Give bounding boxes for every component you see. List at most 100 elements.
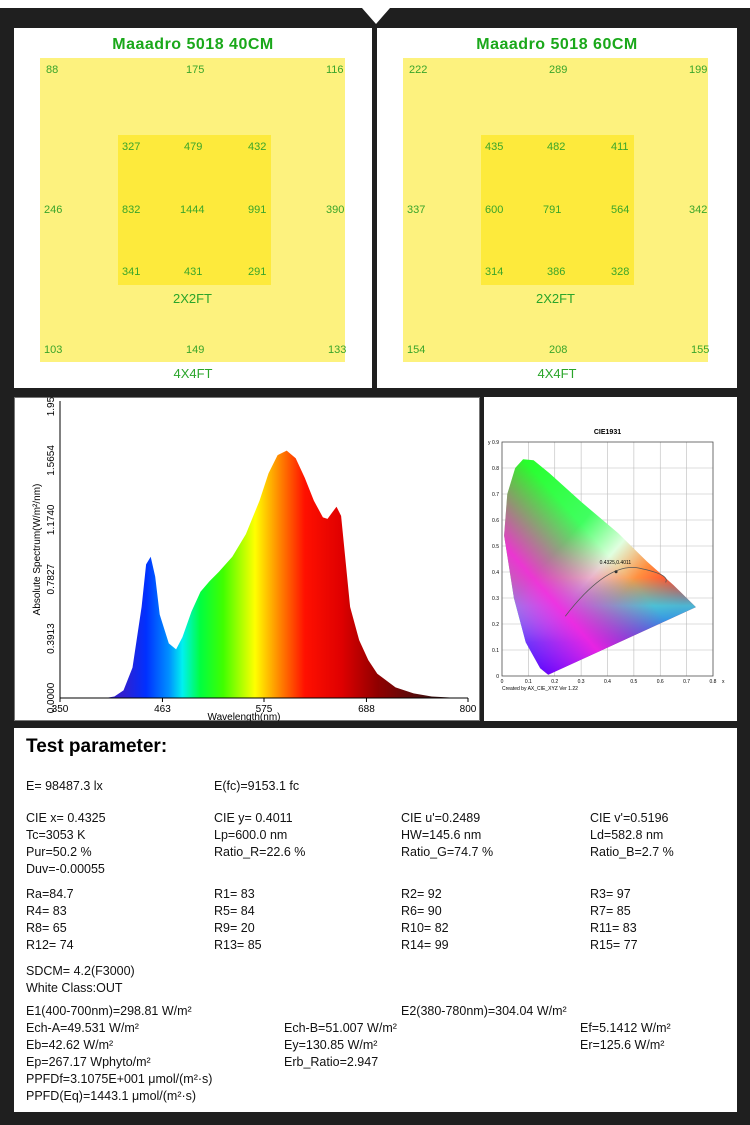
- parameter-value: R11= 83: [590, 921, 637, 935]
- parameter-value: E(fc)=9153.1 fc: [214, 779, 300, 793]
- parameter-value: R8= 65: [26, 921, 67, 935]
- x-tick-label: 463: [154, 704, 171, 715]
- parameter-value: Pur=50.2 %: [26, 845, 92, 859]
- plot-frame: [501, 441, 714, 677]
- outer-4x4-area: 327 479 432 832 1444 991 341 431 291 88 175 116 246 3…: [40, 58, 346, 362]
- x-tick-label: 800: [460, 704, 477, 715]
- cie-title: CIE1931: [594, 429, 621, 436]
- ppfd-value: 208: [549, 344, 568, 356]
- area-label-4x4ft: 4X4FT: [173, 366, 213, 381]
- ppfd-value: 791: [543, 204, 562, 216]
- parameter-value: White Class:OUT: [26, 981, 123, 995]
- section-heading: Test parameter:: [26, 736, 168, 757]
- inner-2x2-area: 435 482 411 600 791 564 314 386 328: [481, 135, 634, 285]
- energy-value: PPFD(Eq)=1443.1 μmol/(m²·s): [26, 1089, 197, 1103]
- area-label-2x2ft: 2X2FT: [535, 291, 575, 306]
- ppfd-value: 289: [549, 64, 568, 76]
- spectrum-panel: 350 463 575 688 800 0.0000 0.3913 0.7827 1.1740 1…: [14, 385, 480, 723]
- y-tick-label: 0.9: [492, 440, 499, 446]
- energy-value: Ep=267.17 Wphyto/m²: [26, 1055, 151, 1069]
- x-tick-label: 0.8: [710, 679, 717, 685]
- point-label: 0.4325,0.4011: [600, 560, 632, 566]
- y-tick-label: 0.3: [492, 596, 499, 602]
- energy-value: E2(380-780nm)=304.04 W/m²: [401, 1004, 567, 1018]
- cie1931-chart: CIE1931 0.4325,0.4011 0 0.1 0.2 0.3 0.4 0.5 0.6 0…: [488, 429, 725, 692]
- ppfd-value: 155: [691, 344, 710, 356]
- ppfd-value: 432: [248, 141, 267, 153]
- parameter-value: HW=145.6 nm: [401, 828, 482, 842]
- parameter-value: R3= 97: [590, 887, 631, 901]
- spectral-locus-magenta: [504, 459, 696, 675]
- parameter-value: R1= 83: [214, 887, 255, 901]
- spectrum-chart: 350 463 575 688 800 0.0000 0.3913 0.7827 1.1740 1…: [14, 385, 480, 723]
- energy-value: Erb_Ratio=2.947: [284, 1055, 379, 1069]
- x-tick-label: 688: [358, 704, 375, 715]
- x-tick-label: 0.5: [630, 679, 637, 685]
- parameter-value: E= 98487.3 lx: [26, 779, 103, 793]
- parameter-value: CIE u'=0.2489: [401, 811, 481, 825]
- energy-value: Ech-A=49.531 W/m²: [26, 1021, 139, 1035]
- parameter-value: Tc=3053 K: [26, 828, 86, 842]
- x-axis-label: x: [722, 679, 725, 685]
- y-tick-label: 0.6: [492, 518, 499, 524]
- notch-decoration: [362, 8, 390, 24]
- parameter-value: Ra=84.7: [26, 887, 74, 901]
- energy-value: Ef=5.1412 W/m²: [580, 1021, 671, 1035]
- parameter-value: R15= 77: [590, 938, 638, 952]
- ppfd-value: 149: [186, 344, 205, 356]
- parameter-value: R9= 20: [214, 921, 255, 935]
- ppfd-value: 1444: [180, 204, 205, 216]
- energy-value: Ech-B=51.007 W/m²: [284, 1021, 397, 1035]
- energy-value: Eb=42.62 W/m²: [26, 1038, 114, 1052]
- x-tick-label: 0.6: [657, 679, 664, 685]
- ppfd-value: 341: [122, 266, 141, 278]
- energy-value: Ey=130.85 W/m²: [284, 1038, 378, 1052]
- spectrum-area: [60, 450, 468, 698]
- x-tick-label: 0.1: [525, 679, 532, 685]
- irradiance-map-40cm: Maaadro 5018 40CM 327 479 432 832 1444 991 341 4…: [14, 28, 372, 388]
- ppfd-value: 291: [248, 266, 267, 278]
- y-tick-label: 0.5: [492, 544, 499, 550]
- parameter-value: R12= 74: [26, 938, 74, 952]
- parameter-value: R5= 84: [214, 904, 255, 918]
- ppfd-value: 600: [485, 204, 504, 216]
- map-title: Maaadro 5018 60CM: [476, 36, 638, 53]
- map-title: Maaadro 5018 40CM: [112, 36, 274, 53]
- planckian-locus: [564, 567, 667, 617]
- cie-panel: CIE1931 0.4325,0.4011 0 0.1 0.2 0.3 0.4 0.5 0.6 0…: [484, 397, 737, 721]
- parameter-value: Ld=582.8 nm: [590, 828, 664, 842]
- ppfd-value: 327: [122, 141, 141, 153]
- y-tick-label: 0.8: [492, 466, 499, 472]
- test-parameters-panel: Test parameter: E= 98487.3 lx E(fc)=9153.…: [14, 728, 737, 1112]
- parameter-value: SDCM= 4.2(F3000): [26, 964, 135, 978]
- parameter-value: R14= 99: [401, 938, 449, 952]
- area-label-4x4ft: 4X4FT: [537, 366, 577, 381]
- ppfd-value: 482: [547, 141, 566, 153]
- y-tick-label: 0.1: [492, 648, 499, 654]
- parameter-value: CIE y= 0.4011: [214, 811, 293, 825]
- y-tick-label: 0.3913: [46, 623, 57, 654]
- ppfd-value: 390: [326, 204, 345, 216]
- y-tick-label: 0.0000: [46, 682, 57, 713]
- x-tick-label: 0: [501, 679, 504, 685]
- area-label-2x2ft: 2X2FT: [172, 291, 212, 306]
- x-tick-label: 0.4: [604, 679, 611, 685]
- ppfd-value: 431: [184, 266, 203, 278]
- x-tick-label: 350: [52, 704, 69, 715]
- ppfd-value: 154: [407, 344, 426, 356]
- ppfd-value: 246: [44, 204, 63, 216]
- parameter-value: CIE x= 0.4325: [26, 811, 106, 825]
- ppfd-value: 411: [611, 141, 629, 153]
- y-tick-label: 0.7827: [46, 563, 57, 594]
- parameter-value: Ratio_B=2.7 %: [590, 845, 674, 859]
- y-tick-label: 0: [496, 674, 499, 680]
- y-tick-label: 1.9567: [46, 397, 57, 416]
- ppfd-value: 328: [611, 266, 630, 278]
- ppfd-value: 832: [122, 204, 141, 216]
- y-tick-label: 0.7: [492, 492, 499, 498]
- parameter-value: Ratio_G=74.7 %: [401, 845, 494, 859]
- parameter-value: R10= 82: [401, 921, 449, 935]
- footer-credit: Created by AX_CIE_XYZ Ver 1.22: [502, 686, 578, 692]
- ppfd-value: 88: [46, 64, 59, 76]
- ppfd-value: 199: [689, 64, 708, 76]
